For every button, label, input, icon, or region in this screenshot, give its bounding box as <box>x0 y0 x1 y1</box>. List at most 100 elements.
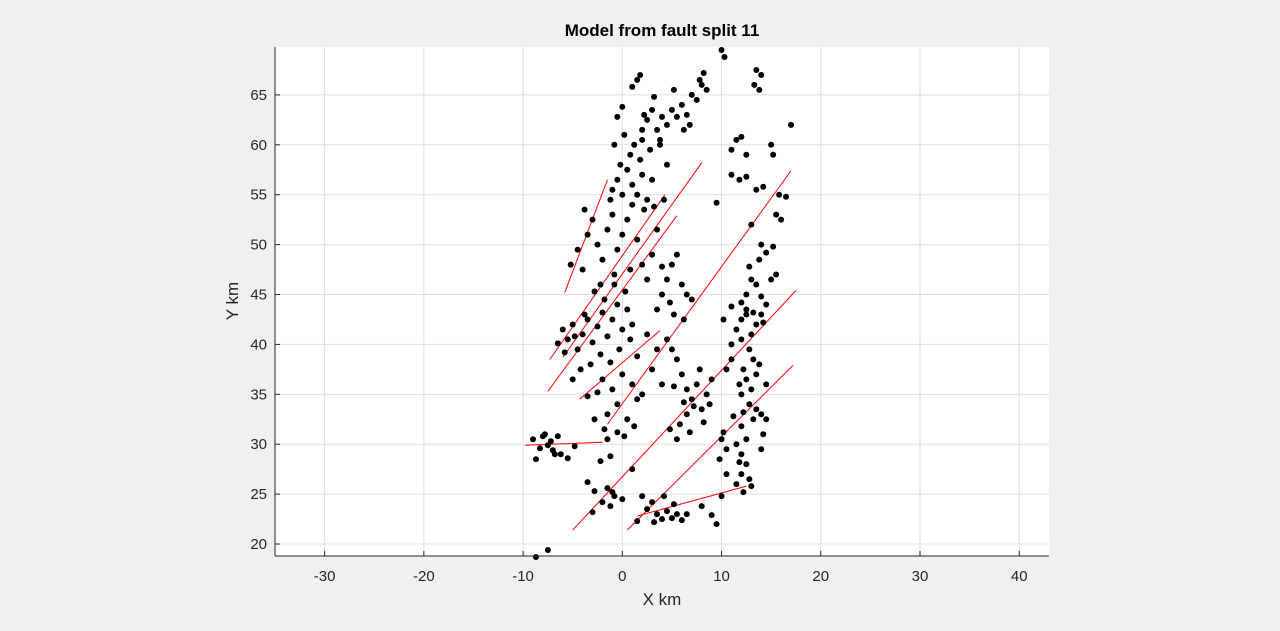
data-point <box>609 386 616 393</box>
data-point <box>587 361 594 368</box>
data-point <box>743 306 750 313</box>
data-point <box>557 451 564 458</box>
data-point <box>700 419 707 426</box>
data-point <box>629 381 636 388</box>
data-point <box>718 436 725 443</box>
data-point <box>604 333 611 340</box>
data-point <box>753 66 760 73</box>
data-point <box>629 201 636 208</box>
data-point <box>746 346 753 353</box>
fault-line <box>549 194 666 360</box>
data-point <box>758 446 765 453</box>
data-point <box>688 296 695 303</box>
data-point <box>663 336 670 343</box>
data-point <box>673 511 680 518</box>
data-point <box>768 276 775 283</box>
data-point <box>637 71 644 78</box>
data-point <box>611 271 618 278</box>
data-point <box>634 396 641 403</box>
data-point <box>619 496 626 503</box>
data-point <box>564 455 571 462</box>
data-point <box>601 426 608 433</box>
data-point <box>631 141 638 148</box>
data-point <box>663 508 670 515</box>
data-point <box>594 323 601 330</box>
y-tick-label: 60 <box>250 137 267 154</box>
data-point <box>644 276 651 283</box>
data-point <box>668 515 675 522</box>
data-point <box>690 403 697 410</box>
data-point <box>639 171 646 178</box>
data-point <box>589 216 596 223</box>
data-point <box>660 493 667 500</box>
data-point <box>581 311 588 318</box>
fault-line <box>637 485 747 517</box>
chart-title: Model from fault split 11 <box>565 21 760 40</box>
data-point <box>716 456 723 463</box>
data-point <box>748 331 755 338</box>
y-tick-label: 40 <box>250 336 267 353</box>
x-tick-label: -10 <box>512 568 534 585</box>
data-point <box>680 399 687 406</box>
data-point <box>614 429 621 436</box>
data-point <box>621 131 628 138</box>
data-point <box>607 453 614 460</box>
data-point <box>703 391 710 398</box>
data-point <box>544 442 551 449</box>
data-point <box>629 321 636 328</box>
data-point <box>663 276 670 283</box>
data-point <box>680 126 687 133</box>
data-point <box>551 451 558 458</box>
data-point <box>750 416 757 423</box>
data-point <box>634 236 641 243</box>
data-point <box>584 231 591 238</box>
data-point <box>698 503 705 510</box>
data-point <box>607 359 614 366</box>
data-point <box>641 111 648 118</box>
data-point <box>733 441 740 448</box>
data-point <box>763 416 770 423</box>
data-point <box>644 196 651 203</box>
data-point <box>597 281 604 288</box>
data-point <box>743 291 750 298</box>
data-point <box>688 396 695 403</box>
data-point <box>746 263 753 270</box>
data-point <box>639 391 646 398</box>
data-point <box>723 471 730 478</box>
data-point <box>760 183 767 190</box>
data-point <box>629 83 636 90</box>
y-tick-label: 30 <box>250 436 267 453</box>
x-tick-label: -30 <box>314 568 336 585</box>
data-point <box>601 296 608 303</box>
y-axis-label: Y km <box>223 282 242 320</box>
data-point <box>696 76 703 83</box>
data-point <box>738 471 745 478</box>
data-points <box>530 46 794 560</box>
data-point <box>536 445 543 452</box>
data-point <box>738 133 745 140</box>
data-point <box>721 53 728 60</box>
data-point <box>567 261 574 268</box>
data-point <box>758 71 765 78</box>
data-point <box>718 493 725 500</box>
data-point <box>579 266 586 273</box>
data-point <box>647 146 654 153</box>
x-tick-labels: -30 -20 -10 0 10 20 30 40 <box>314 568 1028 585</box>
data-point <box>651 93 658 100</box>
data-point <box>728 341 735 348</box>
data-point <box>666 299 673 306</box>
data-point <box>611 141 618 148</box>
data-point <box>649 366 656 373</box>
data-point <box>644 506 651 513</box>
data-point <box>659 263 665 270</box>
x-tick-label: 0 <box>618 568 626 585</box>
data-point <box>609 489 616 496</box>
data-point <box>571 333 578 340</box>
data-point <box>604 436 611 443</box>
data-point <box>688 91 695 98</box>
data-point <box>614 113 621 120</box>
data-point <box>639 126 646 133</box>
data-point <box>763 301 770 308</box>
data-point <box>624 306 631 313</box>
